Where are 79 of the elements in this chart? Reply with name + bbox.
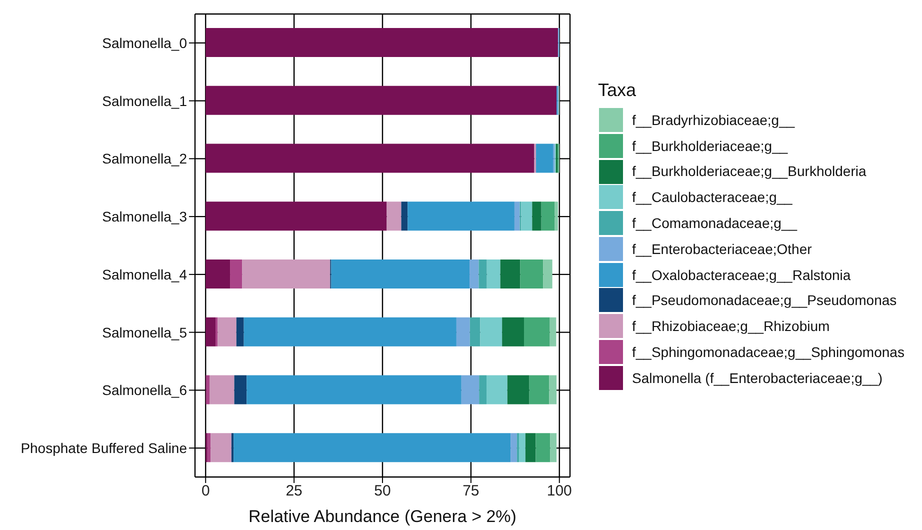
x-axis-title: Relative Abundance (Genera > 2%) bbox=[248, 507, 516, 526]
bar bbox=[532, 202, 542, 231]
bar bbox=[470, 260, 479, 288]
bar bbox=[554, 202, 558, 231]
bar bbox=[401, 202, 408, 231]
bar bbox=[516, 433, 520, 462]
y-tick-label: Salmonella_1 bbox=[102, 92, 188, 109]
x-tick-label: 50 bbox=[374, 482, 391, 500]
y-tick-label: Salmonella_5 bbox=[102, 324, 188, 340]
bar bbox=[479, 375, 487, 404]
bar bbox=[230, 260, 242, 288]
bar bbox=[478, 260, 487, 288]
bar bbox=[519, 433, 526, 462]
bar bbox=[536, 144, 554, 173]
legend-label: f__Burkholderiaceae;g__ bbox=[632, 138, 788, 154]
y-tick-label: Salmonella_6 bbox=[102, 382, 188, 398]
bar bbox=[529, 375, 550, 404]
y-tick-label: Salmonella_3 bbox=[102, 208, 188, 225]
legend-label: f__Pseudomonadaceae;g__Pseudomonas bbox=[632, 292, 897, 308]
bar bbox=[218, 317, 236, 346]
y-tick-label: Salmonella_4 bbox=[102, 266, 188, 282]
bar bbox=[206, 86, 557, 115]
legend-label: f__Oxalobacteraceae;g__Ralstonia bbox=[632, 266, 851, 283]
legend-label: f__Sphingomonadaceae;g__Sphingomonas bbox=[632, 344, 904, 360]
bar bbox=[521, 202, 532, 231]
legend-label: f__Rhizobiaceae;g__Rhizobium bbox=[632, 318, 830, 334]
legend-title: Taxa bbox=[598, 80, 638, 101]
legend-label: f__Enterobacteriaceae;Other bbox=[632, 240, 812, 257]
bar bbox=[514, 202, 520, 231]
bar bbox=[231, 433, 234, 462]
bar bbox=[502, 317, 524, 346]
bar bbox=[461, 375, 480, 404]
bar bbox=[331, 260, 470, 288]
legend-label: f__Bradyrhizobiaceae;g__ bbox=[632, 112, 795, 128]
legend-label: f__Burkholderiaceae;g__Burkholderia bbox=[632, 163, 866, 180]
bar bbox=[524, 317, 550, 346]
bar bbox=[244, 317, 456, 346]
bar bbox=[234, 375, 247, 404]
bar bbox=[543, 260, 552, 288]
bar bbox=[486, 260, 500, 288]
bar bbox=[525, 433, 536, 462]
bar bbox=[206, 144, 534, 173]
bar bbox=[520, 260, 544, 288]
legend-label: f__Comamonadaceae;g__ bbox=[632, 215, 798, 232]
bar bbox=[456, 317, 470, 346]
bar bbox=[206, 260, 230, 288]
bar bbox=[206, 202, 387, 231]
legend-label: f__Caulobacteraceae;g__ bbox=[632, 189, 792, 206]
bar bbox=[470, 317, 480, 346]
bar bbox=[408, 202, 514, 231]
y-tick-label: Salmonella_2 bbox=[102, 150, 188, 167]
bar bbox=[549, 375, 557, 404]
x-tick-label: 0 bbox=[201, 482, 210, 500]
bar bbox=[386, 202, 402, 231]
bar bbox=[500, 260, 520, 288]
bar bbox=[234, 433, 511, 462]
y-tick-label: Phosphate Buffered Saline bbox=[20, 440, 188, 456]
bar bbox=[486, 375, 508, 404]
bar bbox=[206, 375, 210, 404]
bar bbox=[550, 433, 557, 462]
bar bbox=[480, 317, 502, 346]
bar bbox=[206, 317, 216, 346]
bar bbox=[206, 28, 558, 57]
bar bbox=[536, 433, 550, 462]
bar bbox=[507, 375, 530, 404]
legend-label: Salmonella (f__Enterobacteriaceae;g__) bbox=[632, 370, 883, 386]
bar bbox=[210, 433, 232, 462]
bar bbox=[236, 317, 244, 346]
bar bbox=[207, 433, 211, 462]
y-tick-label: Salmonella_0 bbox=[102, 34, 188, 51]
bar bbox=[510, 433, 517, 462]
x-tick-label: 100 bbox=[546, 482, 572, 500]
bar bbox=[242, 260, 330, 288]
bar bbox=[550, 317, 556, 346]
bar bbox=[210, 375, 234, 404]
x-tick-label: 75 bbox=[462, 482, 480, 500]
bar bbox=[541, 202, 555, 231]
bar bbox=[246, 375, 462, 404]
x-tick-label: 25 bbox=[286, 482, 302, 500]
